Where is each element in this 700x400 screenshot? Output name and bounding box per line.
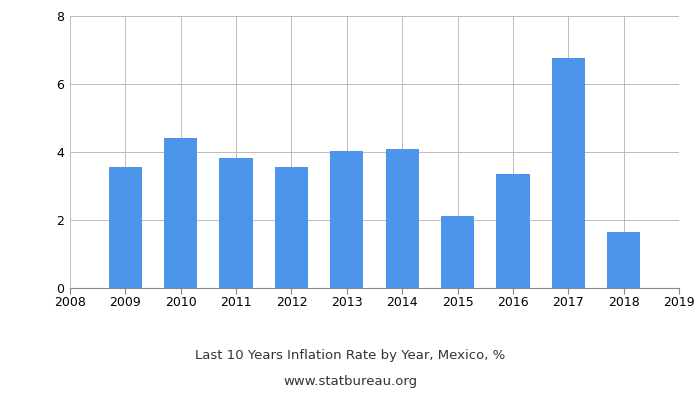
Bar (552, 58, 585, 288)
Bar (496, 174, 529, 288)
Bar (275, 167, 308, 288)
Bar (330, 151, 363, 288)
Text: Last 10 Years Inflation Rate by Year, Mexico, %: Last 10 Years Inflation Rate by Year, Me… (195, 350, 505, 362)
Text: www.statbureau.org: www.statbureau.org (283, 376, 417, 388)
Bar (607, 232, 640, 288)
Bar (108, 167, 142, 288)
Bar (386, 149, 419, 288)
Bar (164, 138, 197, 288)
Bar (441, 216, 474, 288)
Bar (220, 158, 253, 288)
